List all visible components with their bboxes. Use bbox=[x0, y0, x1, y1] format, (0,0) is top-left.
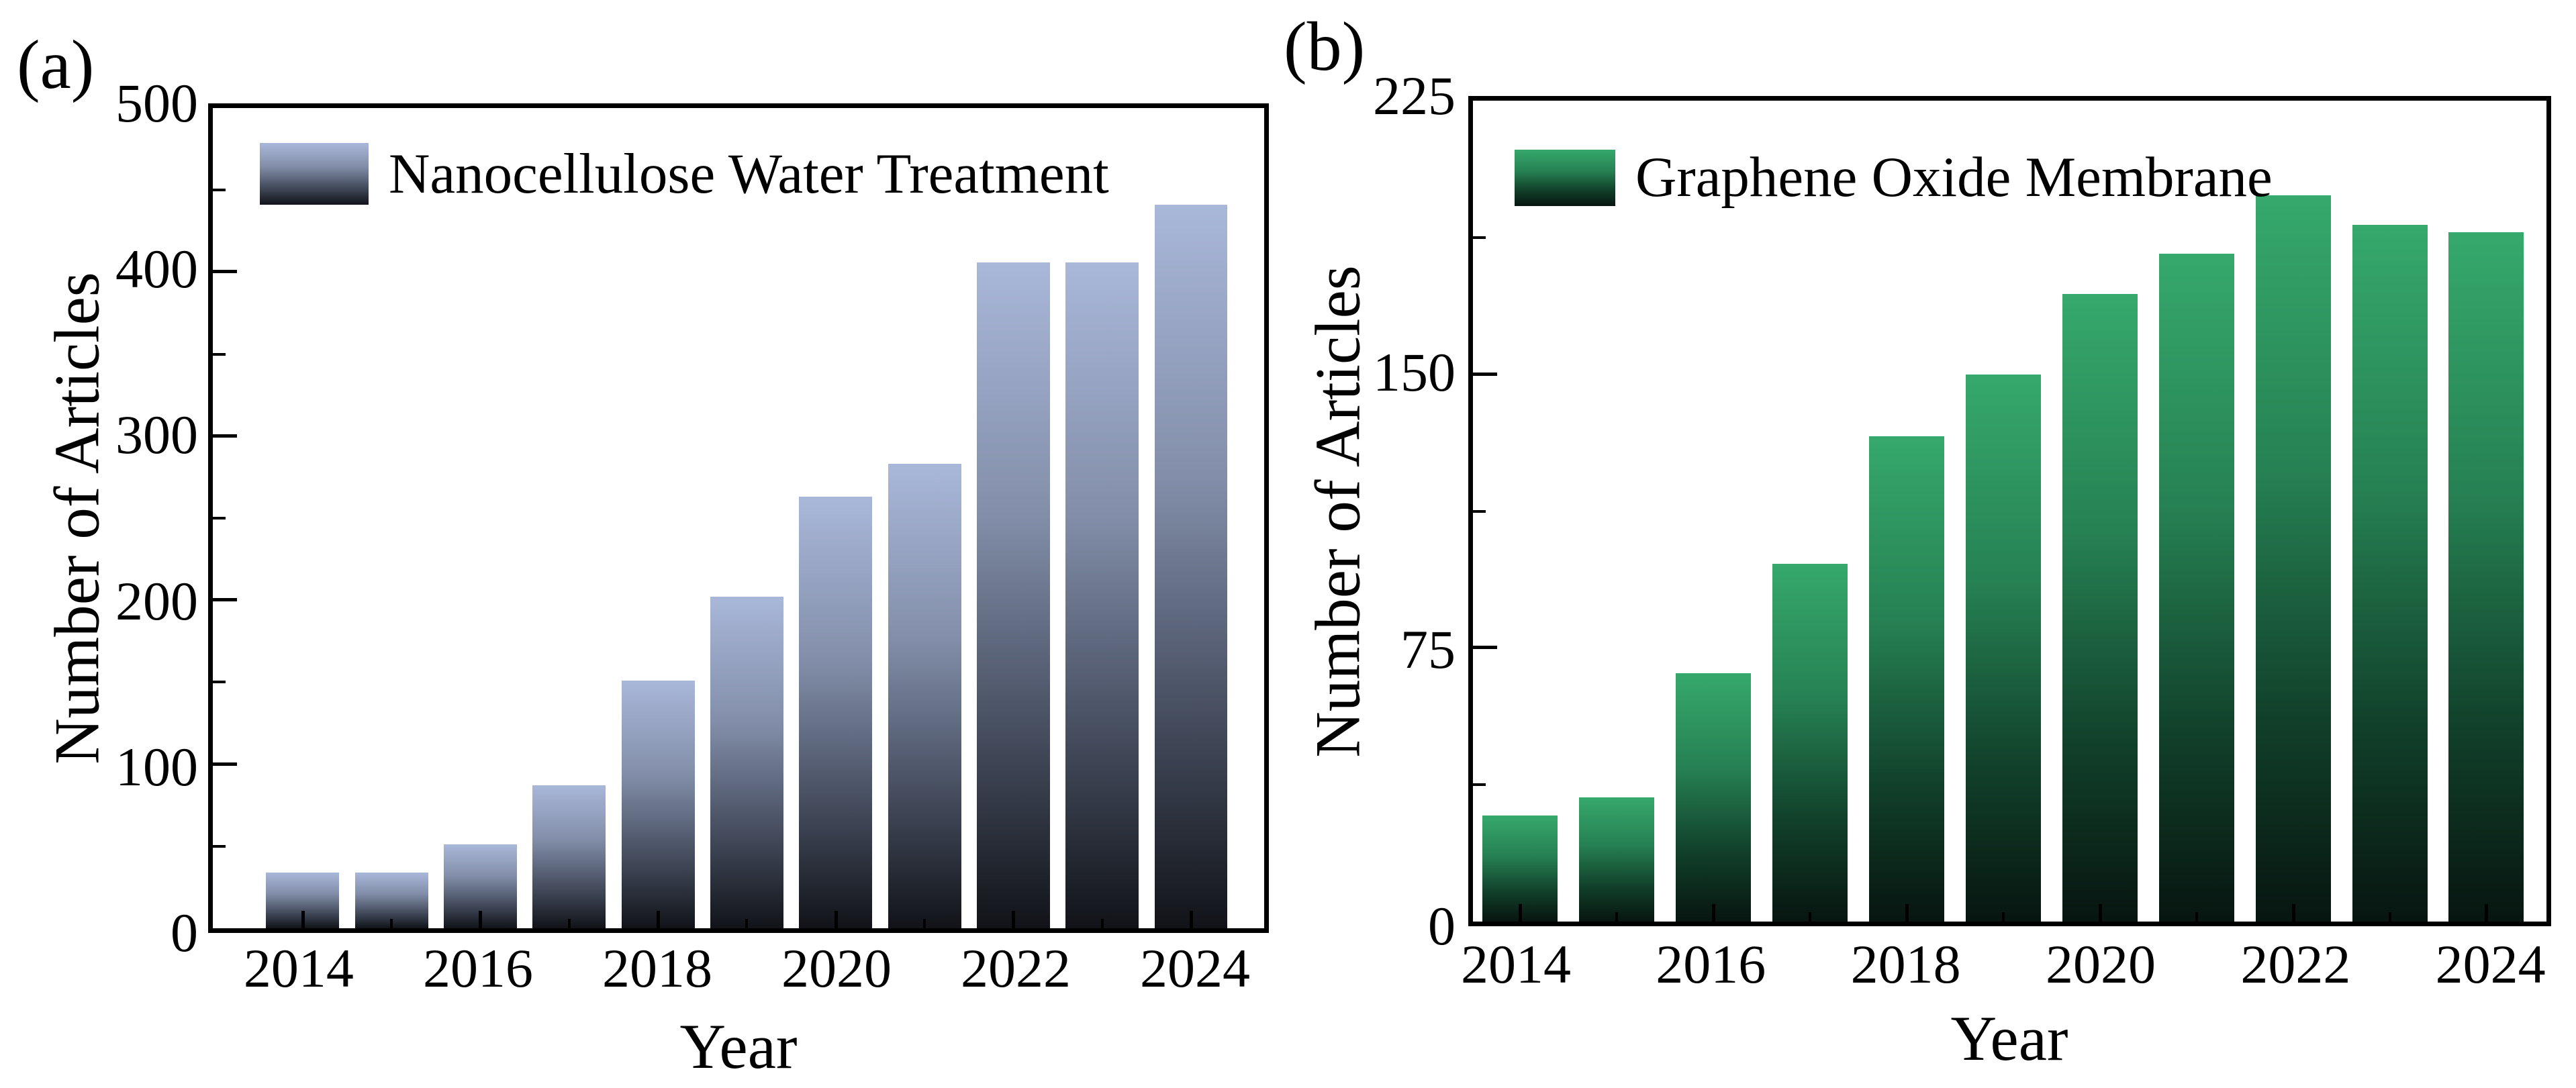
panel-b-tag: (b) bbox=[1284, 8, 1366, 85]
y-minor-tick bbox=[1473, 236, 1486, 239]
x-minor-tick bbox=[2001, 912, 2005, 922]
legend-label-b: Graphene Oxide Membrane bbox=[1635, 146, 2273, 209]
y-tick-label: 300 bbox=[115, 404, 198, 466]
y-minor-tick bbox=[213, 517, 226, 520]
x-minor-tick bbox=[390, 919, 393, 928]
x-major-tick bbox=[1012, 911, 1016, 928]
plot-area-b: Graphene Oxide Membrane bbox=[1468, 96, 2551, 926]
x-axis-title-b: Year bbox=[1950, 1003, 2068, 1074]
x-major-tick bbox=[1905, 904, 1909, 922]
y-major-tick bbox=[1473, 372, 1497, 376]
x-major-tick bbox=[2485, 904, 2489, 922]
x-tick-label: 2014 bbox=[1460, 934, 1571, 995]
legend-a: Nanocellulose Water Treatment bbox=[260, 143, 1109, 205]
x-tick-label: 2024 bbox=[2435, 934, 2546, 995]
bar-2021 bbox=[888, 464, 961, 928]
plot-area-a: Nanocellulose Water Treatment bbox=[208, 103, 1269, 933]
bar-2020 bbox=[2062, 294, 2138, 922]
panel-a-tag: (a) bbox=[17, 26, 95, 103]
bar-2023 bbox=[2352, 224, 2428, 922]
bar-2017 bbox=[532, 785, 606, 928]
x-minor-tick bbox=[1100, 919, 1104, 928]
x-tick-label: 2014 bbox=[243, 938, 354, 999]
bar-2014 bbox=[1482, 815, 1558, 922]
x-axis-title-a: Year bbox=[679, 1011, 798, 1082]
x-tick-label: 2016 bbox=[1656, 934, 1766, 995]
y-tick-label: 150 bbox=[1373, 342, 1456, 403]
x-major-tick bbox=[657, 911, 661, 928]
x-tick-label: 2022 bbox=[961, 938, 1071, 999]
y-major-tick bbox=[213, 598, 237, 602]
x-minor-tick bbox=[745, 919, 749, 928]
x-major-tick bbox=[2098, 904, 2102, 922]
y-minor-tick bbox=[213, 352, 226, 356]
bar-2018 bbox=[621, 680, 695, 928]
x-tick-label: 2020 bbox=[2045, 934, 2156, 995]
x-minor-tick bbox=[923, 919, 926, 928]
x-major-tick bbox=[479, 911, 483, 928]
bar-2019 bbox=[710, 597, 783, 928]
x-minor-tick bbox=[1809, 912, 1812, 922]
y-minor-tick bbox=[1473, 509, 1486, 513]
bar-2022 bbox=[976, 262, 1050, 928]
y-tick-labels-b: 0 75 150 225 bbox=[1281, 68, 1456, 954]
bar-2024 bbox=[2448, 232, 2524, 922]
legend-b: Graphene Oxide Membrane bbox=[1515, 149, 2273, 206]
x-major-tick bbox=[834, 911, 838, 928]
bar-2016 bbox=[1676, 673, 1752, 922]
x-major-tick bbox=[1519, 904, 1523, 922]
bar-2024 bbox=[1154, 205, 1228, 928]
x-tick-label: 2018 bbox=[1850, 934, 1961, 995]
x-major-tick bbox=[1712, 904, 1716, 922]
x-tick-label: 2018 bbox=[602, 938, 712, 999]
x-tick-label: 2024 bbox=[1140, 938, 1251, 999]
bar-2018 bbox=[1869, 436, 1944, 922]
y-minor-tick bbox=[213, 189, 226, 192]
x-tick-labels-b: 2014 2016 2018 2020 2022 2024 bbox=[1461, 934, 2551, 997]
x-major-tick bbox=[2291, 904, 2295, 922]
bar-2022 bbox=[2255, 195, 2331, 922]
bar-2015 bbox=[1579, 797, 1655, 922]
x-tick-label: 2016 bbox=[422, 938, 533, 999]
y-tick-label: 500 bbox=[115, 72, 198, 134]
y-major-tick bbox=[213, 762, 237, 766]
y-major-tick bbox=[1473, 646, 1497, 650]
y-tick-label: 225 bbox=[1373, 65, 1456, 126]
y-tick-label: 400 bbox=[115, 238, 198, 300]
x-major-tick bbox=[301, 911, 305, 928]
y-major-tick bbox=[213, 434, 237, 438]
x-tick-label: 2020 bbox=[781, 938, 892, 999]
y-minor-tick bbox=[213, 844, 226, 848]
x-major-tick bbox=[1190, 911, 1193, 928]
bar-2017 bbox=[1772, 564, 1848, 922]
y-tick-label: 75 bbox=[1400, 618, 1456, 680]
bar-2019 bbox=[1965, 374, 2041, 922]
legend-label-a: Nanocellulose Water Treatment bbox=[389, 142, 1109, 205]
y-tick-label: 100 bbox=[115, 736, 198, 797]
x-minor-tick bbox=[567, 919, 571, 928]
y-major-tick bbox=[213, 270, 237, 274]
y-tick-label: 200 bbox=[115, 570, 198, 632]
legend-swatch-b bbox=[1515, 149, 1615, 206]
x-minor-tick bbox=[1615, 912, 1619, 922]
bar-2020 bbox=[799, 497, 873, 928]
x-minor-tick bbox=[2195, 912, 2198, 922]
x-minor-tick bbox=[2388, 912, 2391, 922]
y-minor-tick bbox=[1473, 783, 1486, 787]
y-minor-tick bbox=[213, 681, 226, 684]
y-tick-labels-a: 0 100 200 300 400 500 bbox=[23, 76, 198, 960]
bar-2021 bbox=[2158, 254, 2234, 922]
bar-2023 bbox=[1065, 262, 1139, 928]
y-tick-label: 0 bbox=[171, 902, 198, 963]
legend-swatch-a bbox=[260, 143, 369, 205]
x-tick-labels-a: 2014 2016 2018 2020 2022 2024 bbox=[208, 941, 1269, 1001]
y-tick-label: 0 bbox=[1428, 895, 1456, 956]
x-tick-label: 2022 bbox=[2240, 934, 2351, 995]
